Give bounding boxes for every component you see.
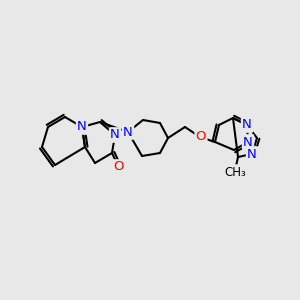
- Text: O: O: [114, 160, 124, 173]
- Text: N: N: [243, 136, 253, 148]
- Text: N: N: [247, 148, 257, 160]
- Text: N: N: [77, 121, 87, 134]
- Text: N: N: [123, 125, 133, 139]
- Text: N: N: [110, 128, 120, 142]
- Text: O: O: [196, 130, 206, 143]
- Text: CH₃: CH₃: [224, 166, 246, 178]
- Text: N: N: [242, 118, 252, 131]
